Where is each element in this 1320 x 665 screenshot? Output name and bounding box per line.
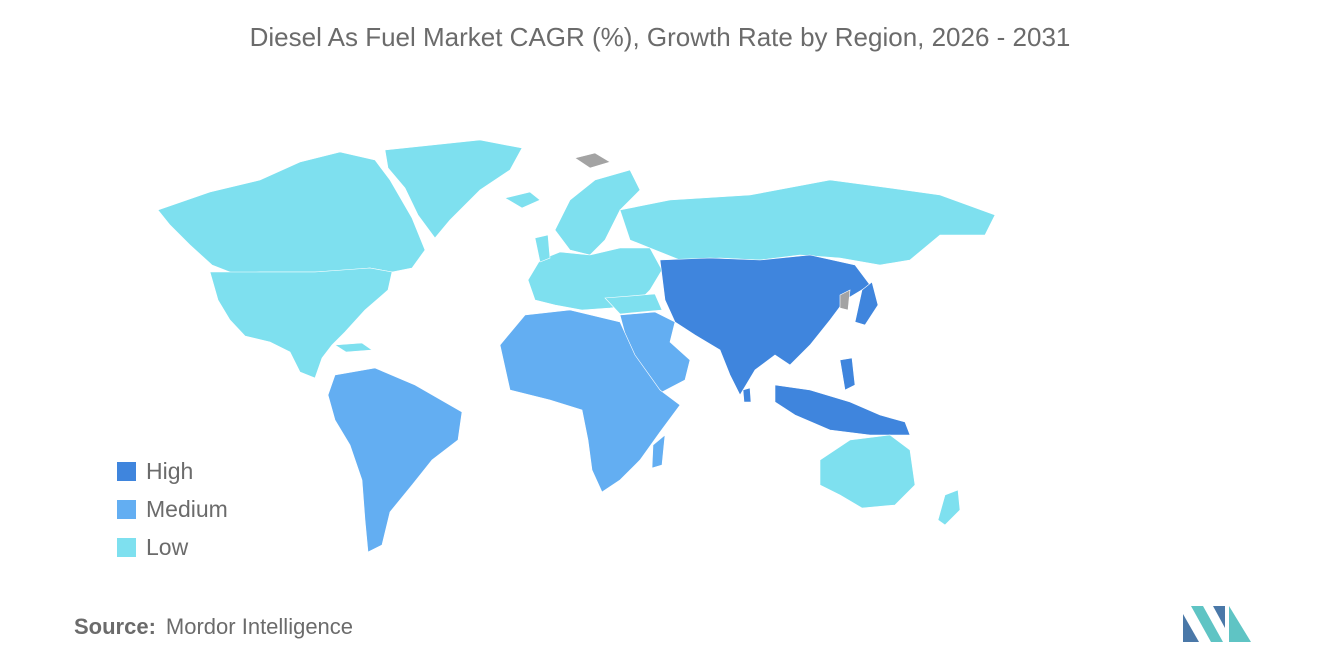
- region-sri-lanka: [742, 387, 752, 403]
- legend-label-high: High: [146, 457, 194, 484]
- legend-label-medium: Medium: [146, 495, 228, 522]
- region-europe: [527, 247, 663, 311]
- region-uk: [534, 234, 551, 263]
- logo-right-shape: [1229, 606, 1251, 642]
- region-africa: [499, 309, 681, 493]
- region-new-zealand: [937, 489, 961, 526]
- map-legend: High Medium Low: [117, 452, 228, 566]
- legend-swatch-low: [117, 537, 136, 557]
- region-canada: [157, 151, 426, 275]
- chart-title: Diesel As Fuel Market CAGR (%), Growth R…: [249, 22, 1071, 52]
- region-southeast-asia: [774, 384, 911, 436]
- legend-swatch-medium: [117, 499, 136, 519]
- region-south-america: [327, 367, 463, 553]
- region-usa-mexico: [209, 267, 393, 379]
- region-caribbean: [334, 342, 373, 353]
- region-russia: [619, 179, 996, 266]
- logo-mid-right-shape: [1213, 606, 1225, 628]
- logo-mid-shape: [1191, 606, 1223, 642]
- legend-item-low: Low: [117, 528, 228, 566]
- logo-left-shape: [1183, 614, 1199, 642]
- region-greenland: [384, 140, 523, 239]
- region-turkey: [604, 293, 663, 315]
- source-line: Source: Mordor Intelligence: [74, 614, 353, 640]
- legend-swatch-high: [117, 461, 136, 481]
- region-australia: [819, 434, 916, 509]
- mordor-intelligence-logo-icon: [1183, 604, 1251, 644]
- region-north-korea: [839, 289, 851, 311]
- region-iceland: [504, 191, 541, 209]
- legend-item-medium: Medium: [117, 490, 228, 528]
- source-label: Source:: [74, 614, 156, 639]
- world-map: [150, 140, 1170, 560]
- region-philippines: [839, 357, 856, 391]
- source-value: Mordor Intelligence: [165, 614, 354, 639]
- region-asia: [659, 254, 871, 396]
- region-japan: [854, 281, 879, 326]
- legend-label-low: Low: [146, 533, 189, 560]
- region-madagascar: [651, 434, 666, 469]
- legend-item-high: High: [117, 452, 228, 490]
- region-scandinavia: [554, 169, 641, 256]
- region-svalbard: [574, 152, 611, 169]
- world-map-svg: [157, 140, 996, 553]
